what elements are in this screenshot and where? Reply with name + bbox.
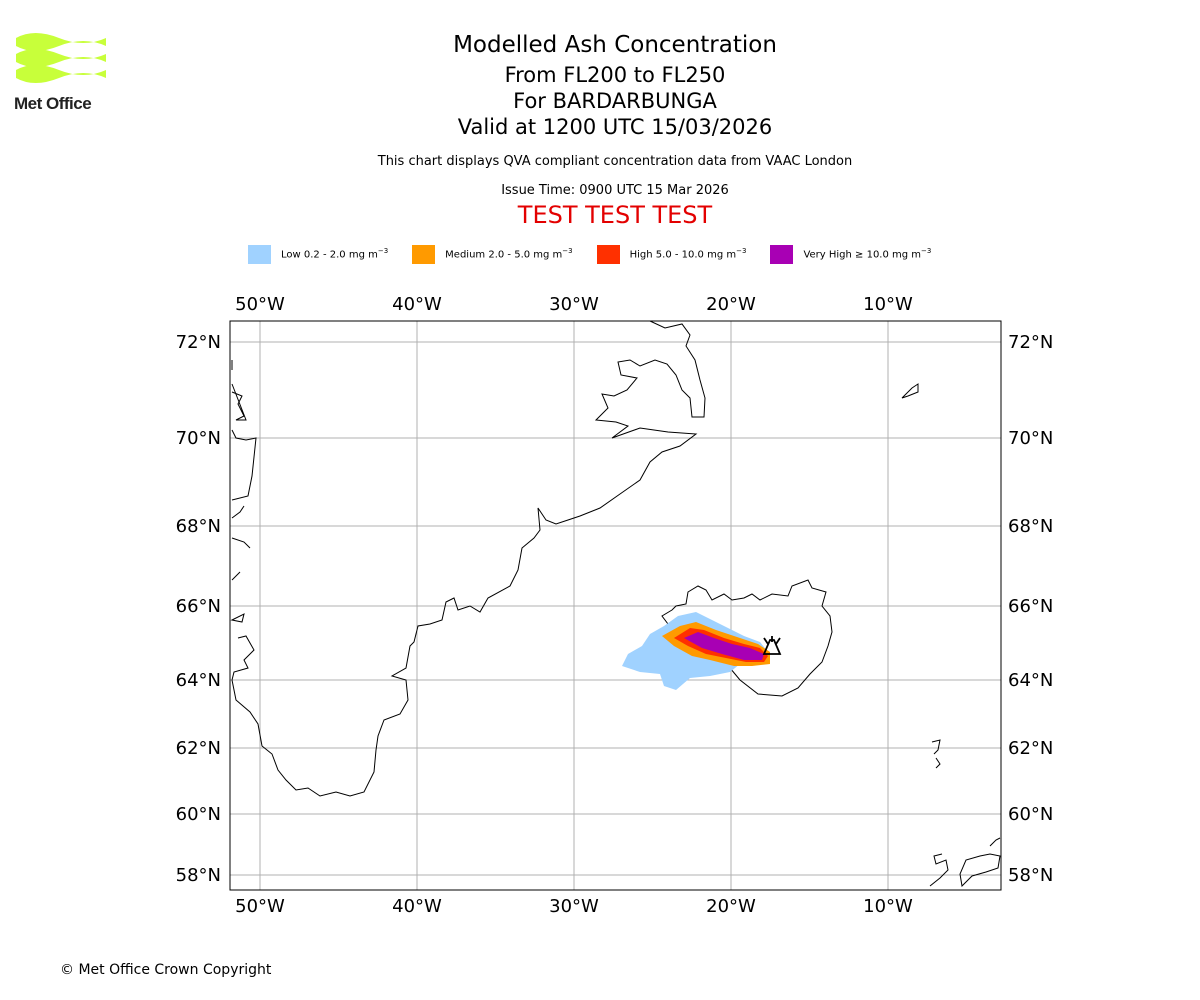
ash-plume (622, 612, 770, 690)
legend: Low 0.2 - 2.0 mg m−3 Medium 2.0 - 5.0 mg… (248, 244, 955, 264)
logo-text: Met Office (14, 94, 92, 113)
lat-label: 68°N (176, 516, 221, 537)
lat-label: 70°N (1008, 428, 1053, 449)
legend-item-low: Low 0.2 - 2.0 mg m−3 (248, 244, 389, 264)
test-banner: TEST TEST TEST (517, 201, 713, 229)
lon-label: 20°W (706, 294, 756, 315)
lon-label: 50°W (235, 294, 285, 315)
lat-label: 66°N (176, 596, 221, 617)
greenland-coast (231, 320, 706, 797)
lat-label: 72°N (176, 332, 221, 353)
lat-labels-left: 72°N 70°N 68°N 66°N 64°N 62°N 60°N 58°N (176, 332, 221, 886)
lat-label: 64°N (1008, 670, 1053, 691)
legend-swatch-very-high (770, 244, 794, 264)
issue-time: Issue Time: 0900 UTC 15 Mar 2026 (501, 183, 729, 198)
legend-swatch-medium (412, 244, 436, 264)
copyright-notice: © Met Office Crown Copyright (60, 962, 272, 978)
legend-label-medium: Medium 2.0 - 5.0 mg m−3 (445, 247, 573, 261)
lat-label: 66°N (1008, 596, 1053, 617)
lat-label: 58°N (176, 865, 221, 886)
legend-item-very-high: Very High ≥ 10.0 mg m−3 (770, 244, 932, 264)
volcano-marker-icon (762, 636, 782, 655)
lon-label: 40°W (392, 294, 442, 315)
lon-label: 20°W (706, 896, 756, 917)
lon-labels-bottom: 50°W 40°W 30°W 20°W 10°W (235, 896, 913, 917)
logo-waves-icon (16, 33, 106, 83)
lat-label: 70°N (176, 428, 221, 449)
map: 50°W 40°W 30°W 20°W 10°W 50°W 40°W 30°W … (176, 294, 1054, 917)
lat-label: 62°N (1008, 738, 1053, 759)
legend-item-medium: Medium 2.0 - 5.0 mg m−3 (412, 244, 573, 264)
legend-label-very-high: Very High ≥ 10.0 mg m−3 (803, 247, 932, 261)
valid-time: Valid at 1200 UTC 15/03/2026 (457, 115, 773, 139)
lon-label: 30°W (549, 294, 599, 315)
graticule (230, 321, 1001, 890)
legend-label-high: High 5.0 - 10.0 mg m−3 (629, 247, 747, 261)
legend-item-high: High 5.0 - 10.0 mg m−3 (596, 244, 747, 264)
lon-label: 40°W (392, 896, 442, 917)
volcano-name: For BARDARBUNGA (513, 89, 717, 113)
lon-labels-top: 50°W 40°W 30°W 20°W 10°W (235, 294, 913, 315)
title-block: Modelled Ash Concentration From FL200 to… (0, 30, 1200, 229)
legend-swatch-low (248, 244, 271, 264)
flight-level-range: From FL200 to FL250 (504, 63, 726, 87)
map-frame (229, 320, 1002, 891)
chart-subtitle: This chart displays QVA compliant concen… (377, 154, 853, 169)
lat-label: 60°N (1008, 804, 1053, 825)
lat-label: 60°N (176, 804, 221, 825)
legend-swatch-high (596, 244, 620, 264)
lat-label: 68°N (1008, 516, 1053, 537)
lon-label: 50°W (235, 896, 285, 917)
lat-label: 58°N (1008, 865, 1053, 886)
lon-label: 10°W (863, 294, 913, 315)
ash-very-high (684, 632, 764, 660)
coastlines (230, 320, 1001, 888)
lon-label: 30°W (549, 896, 599, 917)
lon-label: 10°W (863, 896, 913, 917)
lat-labels-right: 72°N 70°N 68°N 66°N 64°N 62°N 60°N 58°N (1008, 332, 1053, 886)
lat-label: 72°N (1008, 332, 1053, 353)
legend-label-low: Low 0.2 - 2.0 mg m−3 (281, 247, 389, 261)
lat-label: 62°N (176, 738, 221, 759)
chart-title: Modelled Ash Concentration (453, 32, 777, 58)
met-office-logo: Met Office (14, 30, 109, 115)
lat-label: 64°N (176, 670, 221, 691)
